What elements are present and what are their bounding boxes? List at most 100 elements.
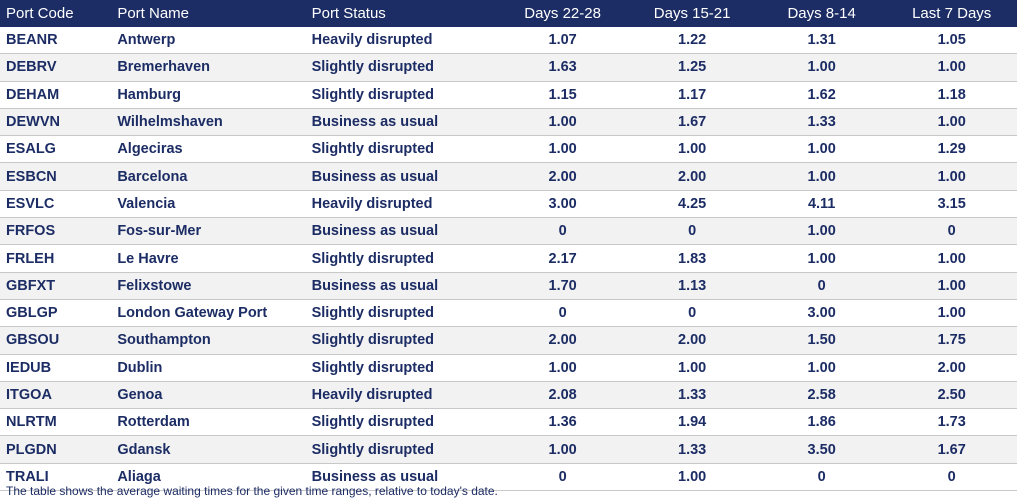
cell-port-code: GBLGP (0, 299, 112, 328)
cell-port-status: Slightly disrupted (305, 81, 498, 109)
header-last-7-days: Last 7 Days (912, 5, 992, 22)
table-body: BEANR Antwerp Heavily disrupted 1.07 1.2… (0, 27, 1017, 492)
table-row: DEWVN Wilhelmshaven Business as usual 1.… (0, 108, 1017, 137)
cell-days-15-21: 1.00 (627, 135, 757, 164)
cell-days-15-21: 1.25 (627, 53, 757, 82)
cell-port-code: IEDUB (0, 354, 112, 382)
cell-port-status: Business as usual (305, 272, 498, 300)
cell-port-code: DEHAM (0, 81, 112, 109)
cell-port-name: Fos-sur-Mer (111, 217, 306, 246)
cell-days-22-28: 2.08 (497, 381, 628, 410)
cell-port-status: Slightly disrupted (305, 326, 498, 355)
cell-port-code: FRLEH (0, 244, 112, 273)
cell-days-22-28: 2.17 (497, 244, 628, 273)
cell-days-8-14: 1.00 (756, 53, 887, 82)
cell-port-name: London Gateway Port (111, 299, 306, 328)
cell-days-8-14: 3.50 (756, 435, 887, 464)
cell-port-status: Business as usual (305, 463, 498, 492)
cell-port-name: Hamburg (111, 81, 306, 109)
cell-port-name: Genoa (111, 381, 306, 410)
header-port-name: Port Name (117, 5, 190, 22)
cell-days-22-28: 1.00 (497, 354, 628, 382)
cell-port-code: ESALG (0, 135, 112, 164)
cell-days-15-21: 1.33 (627, 435, 757, 464)
header-port-status: Port Status (311, 5, 386, 22)
cell-days-22-28: 1.00 (497, 108, 628, 137)
table-row: BEANR Antwerp Heavily disrupted 1.07 1.2… (0, 27, 1017, 55)
cell-port-name: Barcelona (111, 162, 306, 191)
cell-last-7-days: 2.00 (886, 354, 1017, 382)
cell-days-22-28: 0 (497, 463, 628, 492)
cell-days-15-21: 1.00 (627, 463, 757, 492)
cell-last-7-days: 1.05 (886, 27, 1017, 55)
table-row: ITGOA Genoa Heavily disrupted 2.08 1.33 … (0, 381, 1017, 410)
cell-last-7-days: 1.00 (886, 162, 1017, 191)
cell-days-8-14: 1.00 (756, 162, 887, 191)
cell-days-15-21: 0 (627, 299, 757, 328)
table-row: GBLGP London Gateway Port Slightly disru… (0, 299, 1017, 328)
cell-port-status: Heavily disrupted (305, 381, 498, 410)
cell-port-status: Slightly disrupted (305, 244, 498, 273)
cell-last-7-days: 1.67 (886, 435, 1017, 464)
table-row: TRALI Aliaga Business as usual 0 1.00 0 … (0, 463, 1017, 492)
cell-days-22-28: 1.70 (497, 272, 628, 300)
table-row: DEBRV Bremerhaven Slightly disrupted 1.6… (0, 53, 1017, 82)
cell-port-code: ESVLC (0, 190, 112, 219)
cell-last-7-days: 1.29 (886, 135, 1017, 164)
table-row: IEDUB Dublin Slightly disrupted 1.00 1.0… (0, 354, 1017, 382)
cell-last-7-days: 1.00 (886, 244, 1017, 273)
cell-port-code: TRALI (0, 463, 112, 492)
cell-days-8-14: 1.00 (756, 217, 887, 246)
cell-port-code: GBSOU (0, 326, 112, 355)
cell-days-22-28: 0 (497, 299, 628, 328)
cell-port-code: DEWVN (0, 108, 112, 137)
cell-days-22-28: 2.00 (497, 326, 628, 355)
table-row: GBSOU Southampton Slightly disrupted 2.0… (0, 326, 1017, 355)
table-row: FRFOS Fos-sur-Mer Business as usual 0 0 … (0, 217, 1017, 246)
cell-days-22-28: 2.00 (497, 162, 628, 191)
cell-days-8-14: 3.00 (756, 299, 887, 328)
table-row: FRLEH Le Havre Slightly disrupted 2.17 1… (0, 244, 1017, 273)
cell-days-8-14: 0 (756, 463, 887, 492)
cell-days-15-21: 1.83 (627, 244, 757, 273)
cell-port-name: Wilhelmshaven (111, 108, 306, 137)
header-days-15-21: Days 15-21 (653, 5, 731, 22)
table-row: ESBCN Barcelona Business as usual 2.00 2… (0, 162, 1017, 191)
cell-days-15-21: 1.13 (627, 272, 757, 300)
cell-days-8-14: 1.00 (756, 354, 887, 382)
cell-port-status: Heavily disrupted (305, 190, 498, 219)
cell-port-code: ITGOA (0, 381, 112, 410)
table-row: ESVLC Valencia Heavily disrupted 3.00 4.… (0, 190, 1017, 219)
cell-last-7-days: 1.73 (886, 408, 1017, 437)
cell-port-code: NLRTM (0, 408, 112, 437)
cell-port-name: Antwerp (111, 27, 306, 55)
cell-port-status: Business as usual (305, 217, 498, 246)
cell-port-code: ESBCN (0, 162, 112, 191)
cell-days-15-21: 4.25 (627, 190, 757, 219)
cell-days-15-21: 1.33 (627, 381, 757, 410)
cell-days-15-21: 1.94 (627, 408, 757, 437)
cell-days-8-14: 1.86 (756, 408, 887, 437)
cell-last-7-days: 1.00 (886, 299, 1017, 328)
cell-port-name: Felixstowe (111, 272, 306, 300)
cell-days-15-21: 2.00 (627, 162, 757, 191)
cell-last-7-days: 0 (886, 217, 1017, 246)
cell-port-status: Business as usual (305, 108, 498, 137)
cell-port-name: Southampton (111, 326, 306, 355)
cell-port-status: Slightly disrupted (305, 408, 498, 437)
cell-port-code: GBFXT (0, 272, 112, 300)
cell-port-name: Valencia (111, 190, 306, 219)
cell-days-22-28: 0 (497, 217, 628, 246)
table-row: ESALG Algeciras Slightly disrupted 1.00 … (0, 135, 1017, 164)
cell-days-8-14: 4.11 (756, 190, 887, 219)
cell-port-name: Algeciras (111, 135, 306, 164)
cell-days-15-21: 0 (627, 217, 757, 246)
table-row: GBFXT Felixstowe Business as usual 1.70 … (0, 272, 1017, 300)
cell-days-15-21: 1.67 (627, 108, 757, 137)
cell-port-name: Gdansk (111, 435, 306, 464)
cell-last-7-days: 1.18 (886, 81, 1017, 109)
cell-days-22-28: 1.00 (497, 435, 628, 464)
cell-port-code: DEBRV (0, 53, 112, 82)
